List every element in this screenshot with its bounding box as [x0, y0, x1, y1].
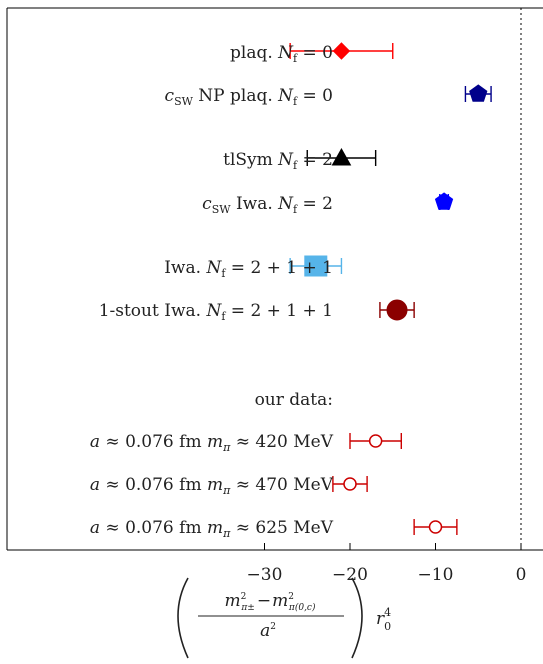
- marker-circle: [428, 520, 443, 534]
- data-point: [379, 299, 415, 321]
- data-point: [306, 147, 377, 166]
- data-point: [289, 42, 394, 60]
- label-iwa-nf211: Iwa. Nf = 2 + 1 + 1: [164, 258, 333, 280]
- label-stout-iwa-nf211: 1-stout Iwa. Nf = 2 + 1 + 1: [99, 301, 333, 323]
- group-header-our-data: our data:: [255, 390, 333, 410]
- marker-triangle: [331, 147, 352, 166]
- x-tick-label: −20: [332, 565, 368, 585]
- label-plaq-nf0: plaq. Nf = 0: [230, 43, 333, 65]
- data-point: [289, 255, 343, 277]
- marker-pentagon: [469, 84, 488, 102]
- marker-diamond: [332, 42, 351, 60]
- x-tick-label: −30: [247, 565, 283, 585]
- data-points: [289, 42, 492, 535]
- marker-circle: [386, 299, 408, 321]
- data-point: [332, 476, 368, 492]
- data-point: [434, 192, 454, 210]
- label-data-625: a ≈ 0.076 fm mπ ≈ 625 MeV: [90, 518, 334, 540]
- x-ticks: −30 −20 −10 0: [247, 543, 527, 585]
- marker-square: [304, 255, 328, 277]
- marker-pentagon: [434, 192, 454, 210]
- marker-circle: [343, 477, 357, 491]
- x-tick-label: 0: [516, 565, 527, 585]
- data-point: [464, 84, 492, 102]
- x-tick-label: −10: [418, 565, 454, 585]
- x-label-r0: r4 0: [376, 606, 391, 633]
- label-csw-iwa-nf2: cSW Iwa. Nf = 2: [202, 194, 333, 216]
- label-data-470: a ≈ 0.076 fm mπ ≈ 470 MeV: [90, 475, 334, 497]
- marker-circle: [368, 434, 383, 448]
- x-label-left-paren: [177, 577, 189, 659]
- x-label-denominator: a2: [260, 621, 276, 641]
- label-tlsym-nf2: tlSym Nf = 2: [223, 150, 333, 172]
- label-data-420: a ≈ 0.076 fm mπ ≈ 420 MeV: [90, 432, 334, 454]
- x-label-numerator: m2 π± −m2 π(0,c): [224, 591, 315, 613]
- chart: −30 −20 −10 0 plaq. Nf = 0 cSW NP plaq. Nf …: [6, 7, 543, 585]
- x-axis-label: m2 π± −m2 π(0,c) a2 r4 0: [177, 577, 391, 659]
- data-point: [413, 519, 458, 535]
- data-point: [349, 433, 402, 449]
- label-csw-np-plaq-nf0: cSW NP plaq. Nf = 0: [165, 86, 333, 108]
- x-label-right-paren: [351, 577, 363, 659]
